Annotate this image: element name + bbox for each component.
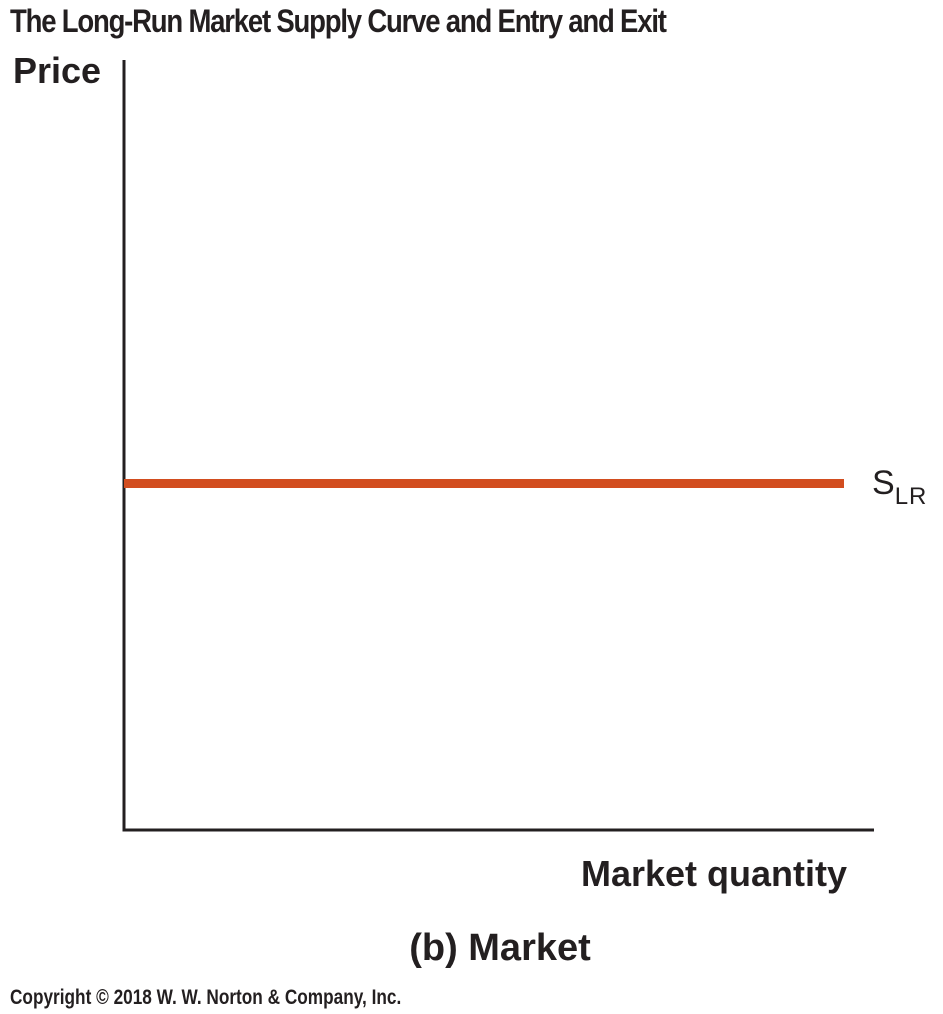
y-axis-label: Price xyxy=(13,50,102,91)
copyright-notice: Copyright © 2018 W. W. Norton & Company,… xyxy=(10,986,402,1009)
panel-label: (b) Market xyxy=(409,927,591,969)
x-axis-label: Market quantity xyxy=(580,853,847,894)
chart-title: The Long-Run Market Supply Curve and Ent… xyxy=(10,3,667,39)
supply-curve-label-subscript: LR xyxy=(894,483,928,510)
supply-curve-label: SLR xyxy=(872,463,927,517)
supply-curve-label-main: S xyxy=(872,464,895,502)
